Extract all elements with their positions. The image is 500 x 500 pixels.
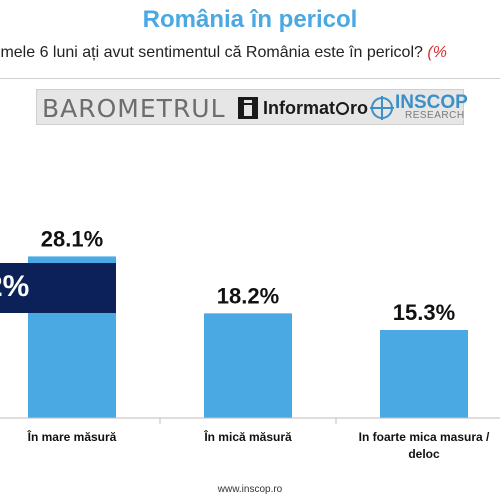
overlay-value-box — [0, 263, 116, 313]
bar-value-label: 15.3% — [393, 300, 455, 325]
question-line: ultimele 6 luni ați avut sentimentul că … — [0, 44, 500, 72]
informat-logo-tail: ro — [350, 98, 368, 118]
survey-question: ultimele 6 luni ați avut sentimentul că … — [0, 44, 447, 62]
inscop-logo: INSCOP — [395, 92, 468, 113]
inscop-logo-icon — [370, 96, 394, 120]
bar-value-label: 18.2% — [217, 283, 279, 308]
informat-logo-icon — [238, 97, 258, 119]
barometer-logo: BAROMETRUL — [42, 94, 226, 123]
footer-url: www.inscop.ro — [217, 484, 283, 495]
x-tick-label: In foarte mica masura / — [359, 430, 490, 444]
chart-title: România în pericol — [142, 6, 358, 33]
sponsor-banner: BAROMETRUL Informat ro INSCOP RESEARCH — [36, 89, 468, 125]
bar — [380, 330, 468, 418]
informat-logo-text: Informat — [263, 98, 335, 118]
question-text: ultimele 6 luni ați avut sentimentul că … — [0, 44, 423, 61]
x-tick-label: În mică măsură — [203, 429, 292, 444]
x-tick-label: deloc — [408, 447, 440, 461]
overlay-value-label: 2% — [0, 270, 30, 303]
header-divider — [0, 78, 500, 79]
inscop-research-label: RESEARCH — [405, 110, 465, 121]
question-suffix: (% — [427, 44, 447, 61]
x-tick-label: În mare măsură — [27, 429, 117, 444]
informat-dot-icon — [336, 102, 349, 115]
informat-logo: Informat ro — [263, 98, 368, 119]
bar — [204, 313, 292, 418]
bar-value-label: 28.1% — [41, 226, 103, 251]
